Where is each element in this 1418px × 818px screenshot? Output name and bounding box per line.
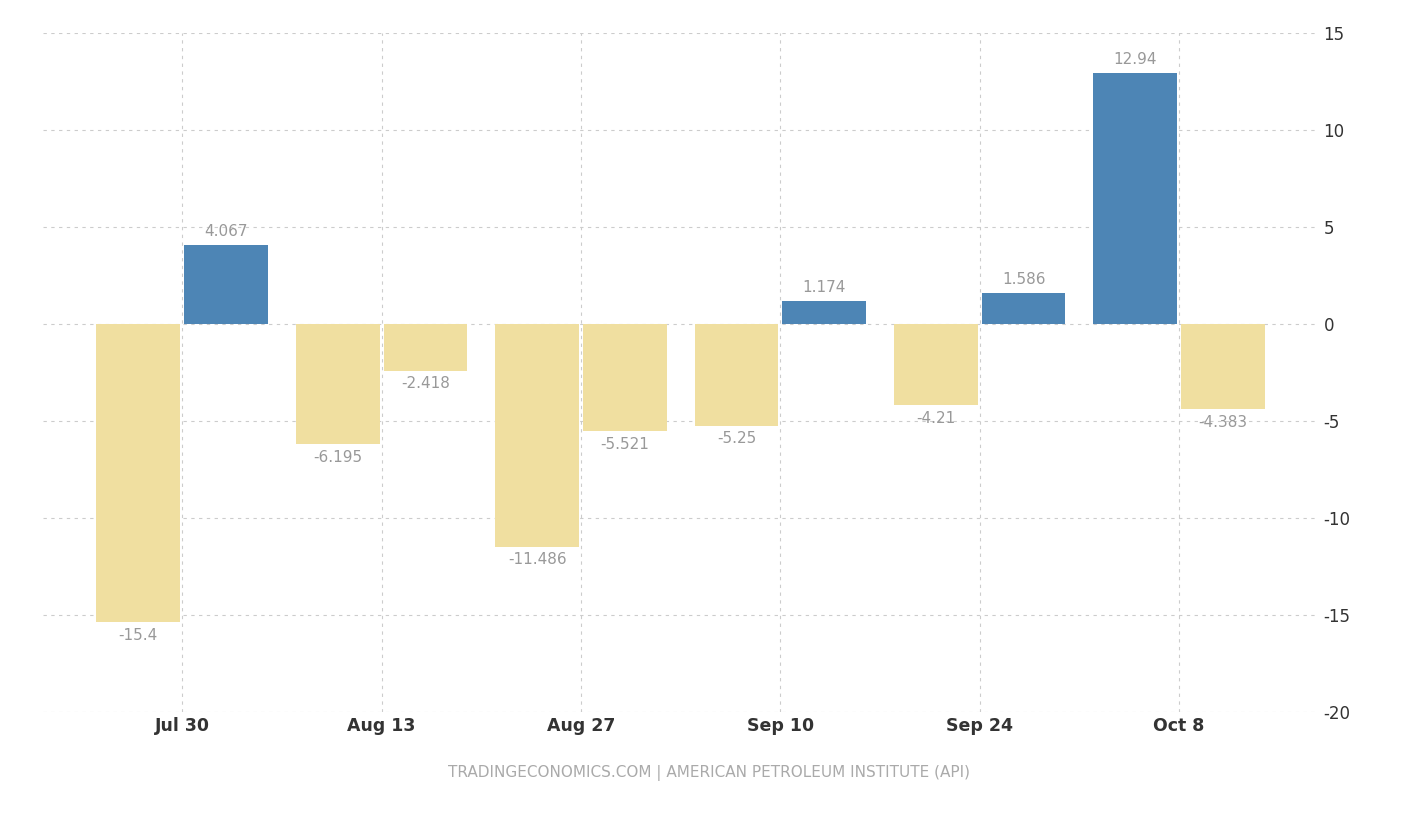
Bar — [184, 245, 268, 324]
Text: -5.521: -5.521 — [600, 437, 649, 452]
Bar — [1181, 324, 1265, 409]
Text: 4.067: 4.067 — [204, 224, 248, 239]
Bar — [383, 324, 468, 371]
Bar — [695, 324, 778, 425]
Text: -15.4: -15.4 — [119, 628, 157, 643]
Bar — [1093, 73, 1177, 324]
Text: -4.383: -4.383 — [1198, 415, 1248, 429]
Bar — [296, 324, 380, 444]
Text: -2.418: -2.418 — [401, 376, 450, 392]
Text: -4.21: -4.21 — [916, 411, 956, 426]
Text: TRADINGECONOMICS.COM | AMERICAN PETROLEUM INSTITUTE (API): TRADINGECONOMICS.COM | AMERICAN PETROLEU… — [448, 765, 970, 781]
Bar — [495, 324, 579, 546]
Text: 1.174: 1.174 — [803, 280, 847, 295]
Bar — [783, 301, 866, 324]
Text: -11.486: -11.486 — [508, 552, 566, 568]
Bar — [893, 324, 978, 406]
Text: 12.94: 12.94 — [1113, 52, 1157, 67]
Bar — [583, 324, 666, 431]
Bar — [981, 293, 1065, 324]
Bar — [96, 324, 180, 622]
Text: -6.195: -6.195 — [313, 450, 362, 465]
Text: -5.25: -5.25 — [718, 431, 756, 447]
Text: 1.586: 1.586 — [1003, 272, 1045, 287]
